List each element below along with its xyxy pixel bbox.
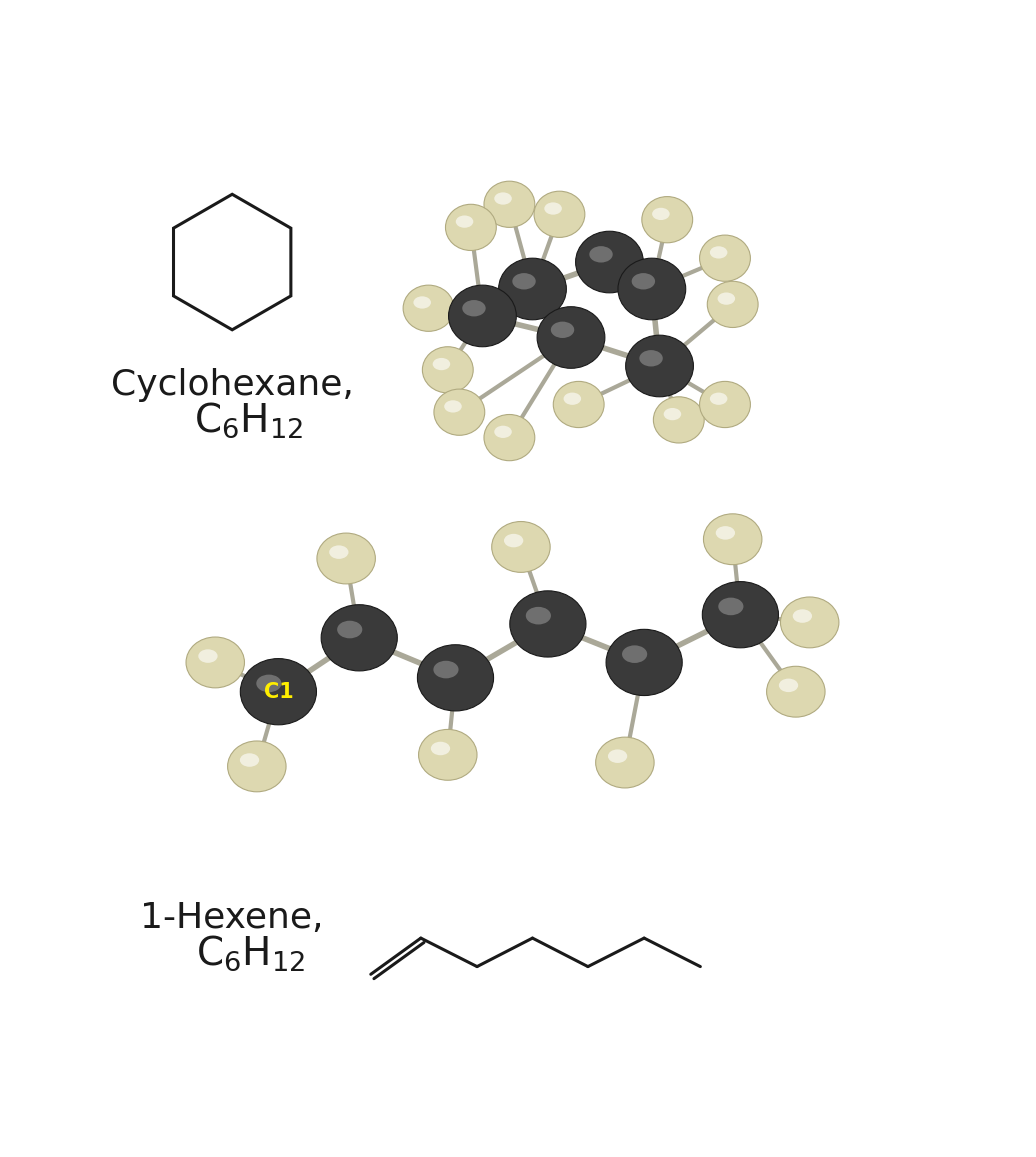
Ellipse shape [423,347,473,393]
Ellipse shape [654,397,704,443]
Ellipse shape [413,296,431,309]
Ellipse shape [702,582,778,648]
Ellipse shape [418,644,493,710]
Ellipse shape [622,646,648,663]
Ellipse shape [503,533,523,547]
Ellipse shape [240,753,259,767]
Ellipse shape [642,197,693,243]
Ellipse shape [780,597,839,648]
Ellipse shape [708,281,758,327]
Ellipse shape [434,389,485,435]
Ellipse shape [186,638,244,688]
Ellipse shape [710,392,727,405]
Ellipse shape [564,392,581,405]
Ellipse shape [526,607,551,625]
Ellipse shape [652,208,669,220]
Ellipse shape [419,729,477,780]
Ellipse shape [534,191,585,237]
Ellipse shape [431,742,450,756]
Text: $\mathrm{C_6H_{12}}$: $\mathrm{C_6H_{12}}$ [195,400,304,440]
Ellipse shape [639,351,663,367]
Ellipse shape [553,382,604,428]
Ellipse shape [498,258,567,319]
Ellipse shape [444,400,462,413]
Ellipse shape [494,192,512,205]
Ellipse shape [703,514,761,565]
Ellipse shape [403,285,454,331]
Text: $\mathrm{C_6H_{12}}$: $\mathrm{C_6H_{12}}$ [196,934,306,973]
Ellipse shape [337,620,363,639]
Ellipse shape [589,246,612,263]
Ellipse shape [779,679,798,692]
Ellipse shape [617,258,686,319]
Ellipse shape [596,737,654,788]
Ellipse shape [329,545,348,559]
Ellipse shape [606,629,683,695]
Ellipse shape [718,598,744,616]
Ellipse shape [513,273,536,289]
Ellipse shape [317,533,375,584]
Ellipse shape [544,202,562,215]
Ellipse shape [321,605,398,671]
Ellipse shape [198,649,218,663]
Ellipse shape [456,215,473,228]
Text: 1-Hexene,: 1-Hexene, [141,901,324,935]
Ellipse shape [632,273,655,289]
Ellipse shape [710,246,727,258]
Ellipse shape [445,205,496,250]
Ellipse shape [433,661,459,678]
Ellipse shape [718,293,736,304]
Ellipse shape [484,414,535,460]
Ellipse shape [240,658,316,724]
Ellipse shape [551,322,574,338]
Text: C1: C1 [263,681,293,701]
Ellipse shape [449,285,516,347]
Ellipse shape [228,740,286,791]
Ellipse shape [767,666,825,717]
Ellipse shape [626,336,693,397]
Ellipse shape [484,182,535,228]
Ellipse shape [576,231,643,293]
Ellipse shape [716,526,735,539]
Ellipse shape [462,300,486,316]
Ellipse shape [537,307,605,368]
Ellipse shape [510,591,586,657]
Ellipse shape [492,522,550,573]
Ellipse shape [699,382,750,428]
Ellipse shape [699,235,750,281]
Ellipse shape [608,750,627,762]
Ellipse shape [256,675,282,692]
Ellipse shape [433,358,451,370]
Ellipse shape [664,408,682,420]
Ellipse shape [793,610,812,622]
Text: Cyclohexane,: Cyclohexane, [111,368,353,401]
Ellipse shape [494,426,512,439]
